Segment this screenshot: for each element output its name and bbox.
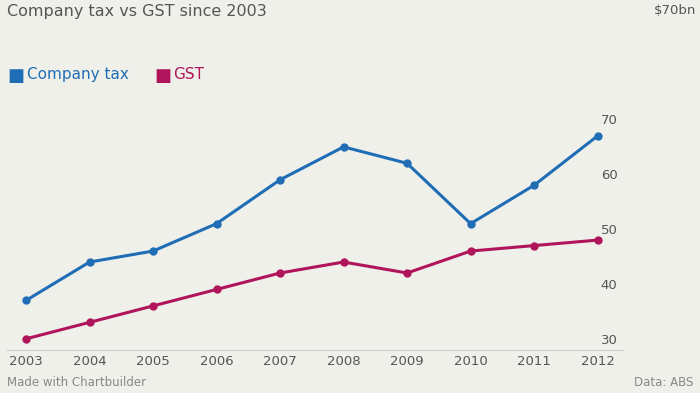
Text: Data: ABS: Data: ABS: [634, 376, 693, 389]
Text: ■: ■: [154, 67, 171, 85]
Text: Made with Chartbuilder: Made with Chartbuilder: [7, 376, 146, 389]
Text: ■: ■: [7, 67, 24, 85]
Text: Company tax: Company tax: [27, 67, 129, 82]
Text: Company tax vs GST since 2003: Company tax vs GST since 2003: [7, 4, 267, 19]
Text: GST: GST: [174, 67, 204, 82]
Text: $70bn: $70bn: [654, 4, 696, 17]
